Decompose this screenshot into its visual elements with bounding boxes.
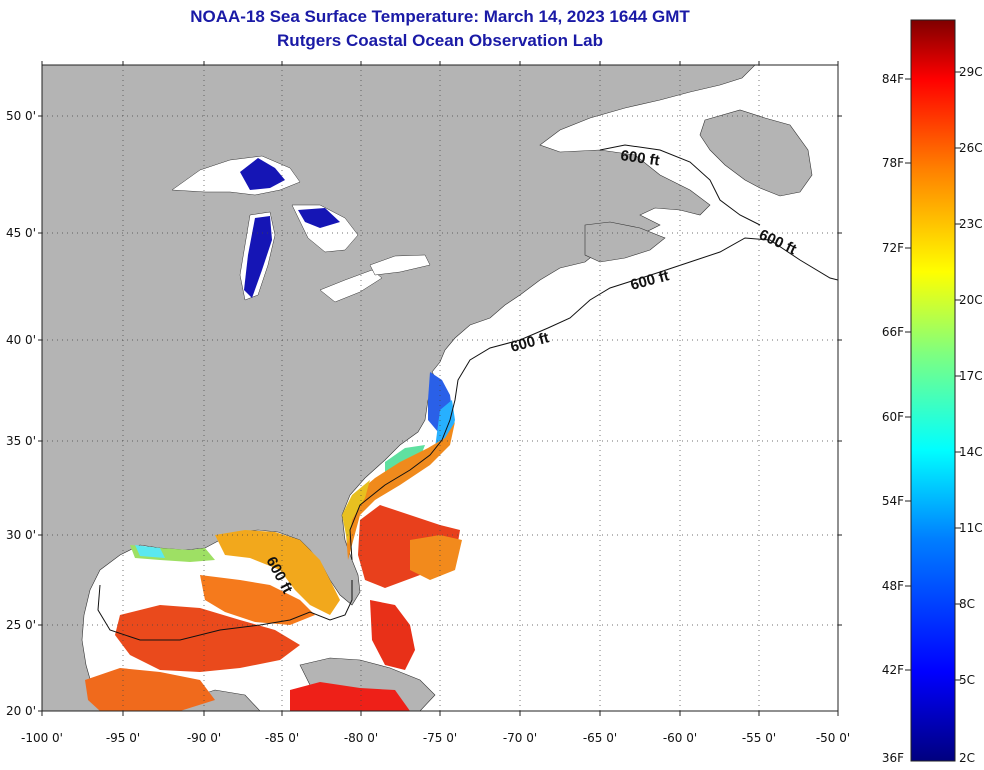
lat-label: 30 0' <box>6 528 36 542</box>
colorbar-f-label: 42F <box>882 663 904 677</box>
colorbar-c-label: 14C <box>959 445 983 459</box>
land-newfoundland <box>699 109 813 197</box>
colorbar-f-label: 72F <box>882 241 904 255</box>
lon-label: -90 0' <box>187 731 221 745</box>
colorbar-f-label: 54F <box>882 494 904 508</box>
lon-label: -65 0' <box>583 731 617 745</box>
colorbar-c-label: 2C <box>959 751 975 765</box>
colorbar-c-label: 11C <box>959 521 983 535</box>
lon-label: -60 0' <box>663 731 697 745</box>
latitude-axis: 50 0' 45 0' 40 0' 35 0' 30 0' 25 0' 20 0… <box>6 109 842 718</box>
colorbar-f-label: 48F <box>882 579 904 593</box>
lake-michigan-sst <box>244 216 272 298</box>
colorbar-f-label: 36F <box>882 751 904 765</box>
lake-superior-sst <box>240 158 285 190</box>
sst-gulf-west-south <box>85 668 215 711</box>
lat-label: 20 0' <box>6 704 36 718</box>
colorbar-f-label: 60F <box>882 410 904 424</box>
map-subtitle: Rutgers Coastal Ocean Observation Lab <box>277 31 603 50</box>
lon-label: -95 0' <box>106 731 140 745</box>
lat-label: 25 0' <box>6 618 36 632</box>
temperature-colorbar: 84F 78F 72F 66F 60F 54F 48F 42F 36F 29C … <box>882 19 983 765</box>
longitude-axis: -100 0' -95 0' -90 0' -85 0' -80 0' -75 … <box>21 61 850 745</box>
contour-600ft-gulf <box>97 580 353 641</box>
lake-huron-sst <box>298 208 340 228</box>
lon-label: -75 0' <box>423 731 457 745</box>
contour-600ft-atlantic <box>349 237 838 561</box>
lon-label: -70 0' <box>503 731 537 745</box>
lon-label: -55 0' <box>742 731 776 745</box>
sst-gulf-central <box>200 575 315 625</box>
great-lakes-erie <box>319 269 383 303</box>
colorbar-c-label: 17C <box>959 369 983 383</box>
lat-label: 35 0' <box>6 434 36 448</box>
great-lakes-ontario <box>369 254 431 276</box>
colorbar-c-label: 5C <box>959 673 975 687</box>
lat-label: 45 0' <box>6 226 36 240</box>
sst-bahamas <box>370 600 415 670</box>
colorbar-f-label: 78F <box>882 156 904 170</box>
lon-label: -85 0' <box>265 731 299 745</box>
colorbar-gradient <box>910 19 956 762</box>
lat-label: 40 0' <box>6 333 36 347</box>
sst-gulf-south <box>115 605 300 672</box>
lon-label: -100 0' <box>21 731 63 745</box>
contour-label-1: 600 ft <box>619 147 660 169</box>
lat-label: 50 0' <box>6 109 36 123</box>
sst-florida-east <box>342 480 370 545</box>
lon-label: -80 0' <box>344 731 378 745</box>
sst-offshore-orange <box>410 535 462 580</box>
sst-caribbean <box>290 682 410 711</box>
colorbar-c-label: 8C <box>959 597 975 611</box>
colorbar-c-label: 26C <box>959 141 983 155</box>
map-title: NOAA-18 Sea Surface Temperature: March 1… <box>190 7 690 26</box>
colorbar-c-label: 29C <box>959 65 983 79</box>
sst-gulf-north-cyan <box>135 545 165 558</box>
colorbar-c-label: 20C <box>959 293 983 307</box>
colorbar-f-label: 84F <box>882 72 904 86</box>
land-nova-scotia <box>584 221 666 263</box>
sst-gulf-florida-shelf <box>215 530 340 615</box>
contour-600ft-north <box>599 144 761 226</box>
colorbar-c-label: 23C <box>959 217 983 231</box>
lon-label: -50 0' <box>816 731 850 745</box>
colorbar-f-label: 66F <box>882 325 904 339</box>
